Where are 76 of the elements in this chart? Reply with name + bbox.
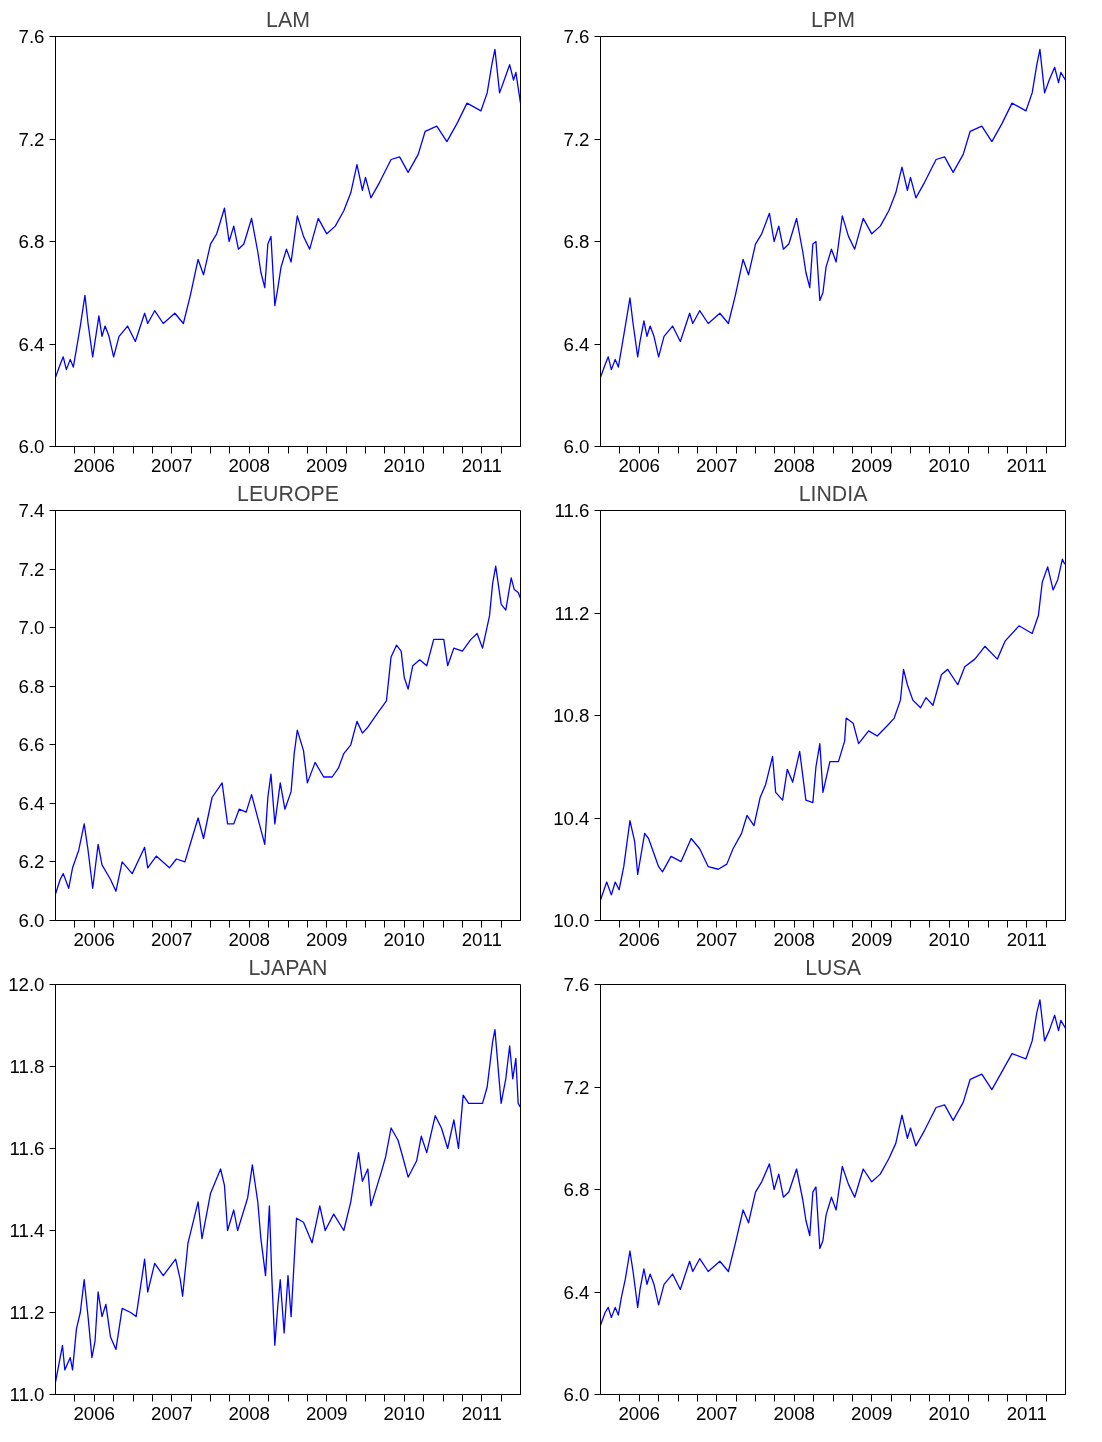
y-tick-label: 6.0	[18, 910, 45, 931]
x-tick-label: 2011	[1006, 454, 1047, 476]
x-tick-label: 2008	[228, 1402, 271, 1424]
y-tick-label: 7.6	[563, 974, 590, 995]
y-tick-label: 6.4	[563, 1281, 590, 1303]
x-tick-label: 2010	[928, 1402, 971, 1424]
y-tick-label: 11.2	[9, 1302, 45, 1323]
y-tick-label: 10.0	[553, 910, 590, 931]
x-tick-label: 2010	[928, 454, 971, 476]
x-tick-label: 2006	[618, 1402, 661, 1424]
x-tick-label: 2010	[383, 454, 426, 476]
x-tick-label: 2007	[151, 1402, 193, 1424]
x-tick-label: 2010	[383, 1402, 426, 1424]
y-tick-label: 6.2	[18, 851, 45, 873]
y-tick-label: 6.6	[18, 734, 45, 756]
y-tick-label: 11.8	[9, 1056, 45, 1077]
y-tick-label: 6.8	[18, 231, 45, 252]
x-tick-label: 2008	[773, 928, 816, 950]
x-tick-label: 2008	[773, 454, 816, 476]
y-tick-label: 12.0	[8, 974, 45, 995]
y-tick-label: 7.2	[563, 128, 590, 150]
y-tick-label: 11.6	[9, 1138, 45, 1159]
x-tick-label: 2009	[851, 928, 893, 950]
x-tick-label: 2011	[1006, 928, 1047, 950]
y-tick-label: 6.4	[18, 792, 45, 814]
x-tick-label: 2011	[461, 928, 502, 950]
chart-title: LINDIA	[798, 481, 869, 506]
x-tick-label: 2008	[228, 928, 271, 950]
x-tick-label: 2006	[73, 928, 116, 950]
x-tick-label: 2009	[306, 928, 348, 950]
y-tick-label: 6.8	[563, 1179, 590, 1200]
y-tick-label: 7.2	[563, 1076, 590, 1098]
chart-title: LEUROPE	[237, 481, 339, 506]
y-tick-label: 6.8	[18, 675, 45, 697]
x-tick-label: 2009	[306, 1402, 348, 1424]
y-tick-label: 6.4	[18, 333, 45, 355]
y-tick-label: 11.0	[9, 1384, 45, 1405]
x-tick-label: 2008	[773, 1402, 816, 1424]
x-tick-label: 2007	[696, 454, 738, 476]
y-tick-label: 11.6	[554, 500, 590, 521]
x-tick-label: 2006	[73, 454, 116, 476]
x-tick-label: 2006	[73, 1402, 116, 1424]
x-tick-label: 2007	[696, 1402, 738, 1424]
y-tick-label: 6.8	[563, 231, 590, 252]
y-tick-label: 7.2	[18, 128, 45, 150]
x-tick-label: 2010	[383, 928, 426, 950]
y-tick-label: 6.4	[563, 333, 590, 355]
chart-title: LAM	[266, 7, 310, 32]
y-tick-label: 6.0	[563, 436, 590, 457]
x-tick-label: 2009	[851, 454, 893, 476]
x-tick-label: 2011	[461, 1402, 502, 1424]
x-tick-label: 2007	[151, 454, 193, 476]
x-tick-label: 2007	[151, 928, 193, 950]
chart-title: LUSA	[805, 955, 862, 980]
x-tick-label: 2010	[928, 928, 971, 950]
y-tick-label: 7.6	[18, 26, 45, 47]
x-tick-label: 2006	[618, 928, 661, 950]
y-tick-label: 7.2	[18, 558, 45, 580]
x-tick-label: 2011	[1006, 1402, 1047, 1424]
y-tick-label: 7.4	[18, 500, 45, 521]
y-tick-label: 7.6	[563, 26, 590, 47]
x-tick-label: 2007	[696, 928, 738, 950]
x-tick-label: 2008	[228, 454, 271, 476]
y-tick-label: 10.4	[553, 807, 590, 829]
y-tick-label: 7.0	[18, 617, 45, 639]
y-tick-label: 6.0	[563, 1384, 590, 1405]
y-tick-label: 10.8	[553, 705, 590, 726]
chart-title: LPM	[811, 7, 855, 32]
y-tick-label: 11.2	[554, 602, 590, 624]
x-tick-label: 2006	[618, 454, 661, 476]
x-tick-label: 2011	[461, 454, 502, 476]
y-tick-label: 6.0	[18, 436, 45, 457]
x-tick-label: 2009	[306, 454, 348, 476]
y-tick-label: 11.4	[9, 1220, 45, 1241]
x-tick-label: 2009	[851, 1402, 893, 1424]
chart-title: LJAPAN	[248, 955, 328, 980]
